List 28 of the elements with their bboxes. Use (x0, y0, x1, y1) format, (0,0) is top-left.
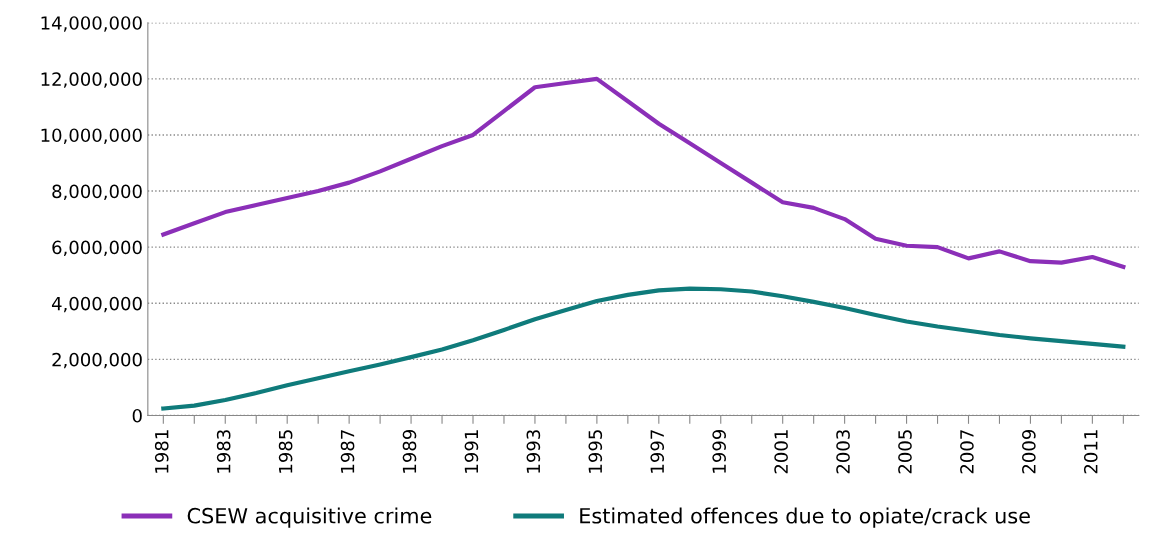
y-tick-label: 6,000,000 (52, 240, 142, 257)
x-tick-label: 2005 (898, 430, 912, 474)
y-tick-label: 2,000,000 (52, 352, 142, 369)
x-tick-label: 2007 (960, 430, 974, 474)
x-tick-label: 1997 (650, 430, 665, 473)
y-tick-label: 8,000,000 (52, 184, 142, 201)
x-tick-label: 1989 (402, 429, 417, 473)
line-series (161, 76, 1126, 269)
x-tick-label: 1987 (340, 430, 355, 473)
line-series (161, 286, 1126, 411)
x-tick-label: 2001 (774, 430, 788, 474)
x-tick-label: 1993 (526, 430, 541, 473)
legend-label: Estimated offences due to opiate/crack use (580, 507, 1030, 528)
x-tick-label: 1991 (464, 430, 479, 473)
x-tick-label: 2009 (1022, 429, 1036, 474)
y-tick-label: 4,000,000 (51, 296, 142, 313)
x-tick-label: 2003 (836, 430, 850, 474)
x-tick-label: 1983 (216, 430, 231, 473)
legend-label: CSEW acquisitive crime (187, 507, 432, 528)
y-tick-label: 14,000,000 (41, 16, 142, 32)
x-tick-label: 1981 (154, 430, 169, 473)
y-tick-label: 10,000,000 (41, 128, 142, 144)
x-tick-label: 1985 (278, 430, 293, 473)
y-tick-label: 12,000,000 (41, 72, 142, 88)
y-tick-label: 0 (132, 408, 142, 423)
x-tick-label: 2011 (1083, 430, 1098, 474)
x-tick-label: 1995 (588, 430, 603, 473)
x-tick-label: 1999 (712, 429, 726, 473)
